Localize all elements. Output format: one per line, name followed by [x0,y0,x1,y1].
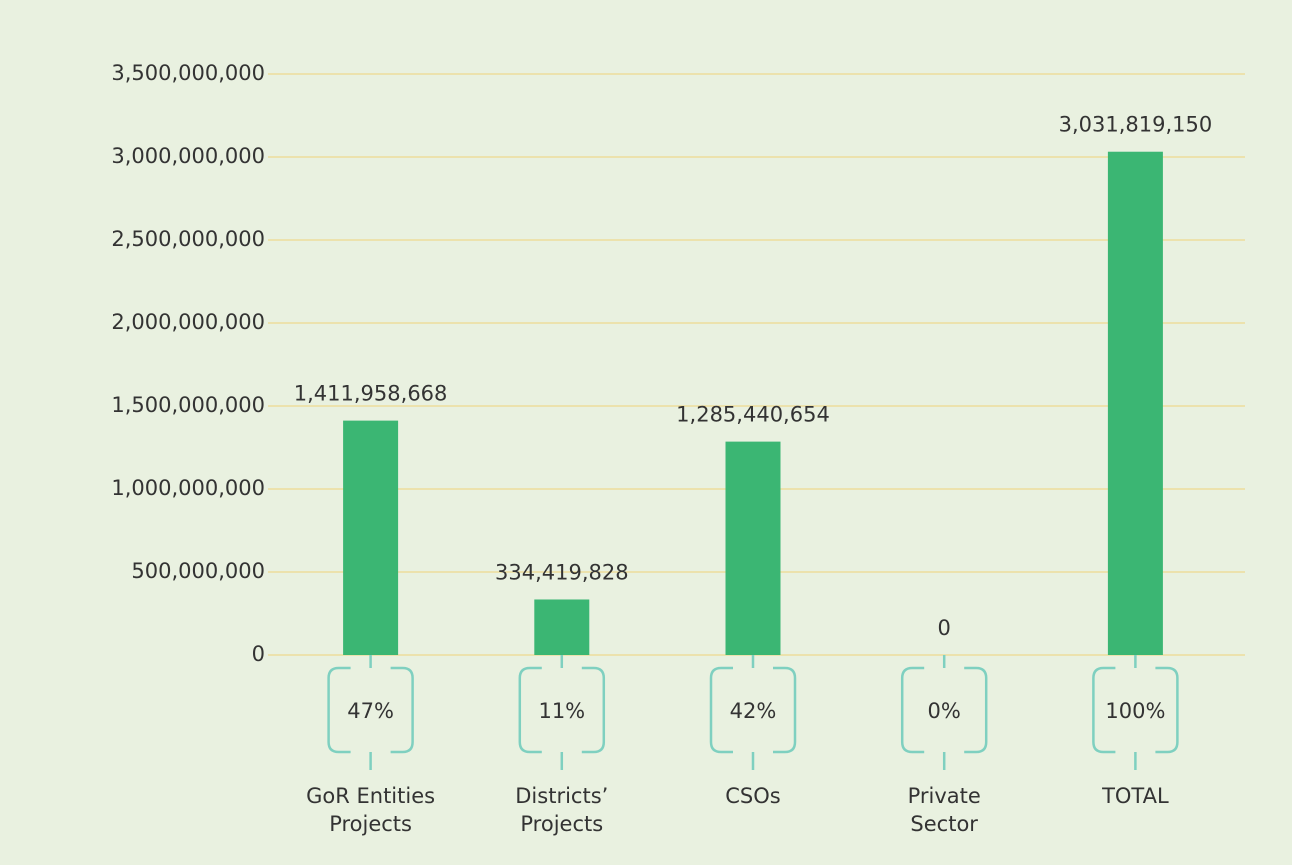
y-tick-label: 2,000,000,000 [111,310,265,334]
y-tick-label: 3,000,000,000 [111,144,265,168]
y-tick-label: 1,500,000,000 [111,393,265,417]
x-tick-label: Private Sector [907,784,981,836]
bracket-right [1155,666,1179,754]
bar [1107,151,1163,655]
value-label: 0 [938,616,951,640]
value-label: 1,285,440,654 [676,403,830,427]
y-tick-label: 500,000,000 [131,559,265,583]
x-tick-label: GoR Entities Projects [306,784,436,836]
value-label: 1,411,958,668 [294,382,448,406]
value-label: 334,419,828 [495,560,629,584]
bar [343,420,399,655]
y-tick-label: 3,500,000,000 [111,61,265,85]
bracket-left [709,655,755,770]
y-tick-label: 1,000,000,000 [111,476,265,500]
share-label: 42% [730,699,777,723]
bracket-left [327,655,372,770]
x-tick-label: Districts’ Projects [515,784,609,836]
bar [725,441,781,655]
bar [534,599,590,655]
share-label: 0% [928,699,961,723]
y-tick-label: 2,500,000,000 [111,227,265,251]
x-tick-label: CSOs [725,784,781,808]
bracket-left [900,655,946,770]
bracket-right [581,666,606,754]
x-tick-label: TOTAL [1102,784,1169,808]
bracket-left [1092,655,1137,770]
share-label: 11% [538,699,585,723]
bracket-right [773,666,797,754]
y-tick-label: 0 [252,642,265,666]
value-label: 3,031,819,150 [1059,113,1213,137]
bracket-left [518,655,564,770]
bracket-right [390,666,414,754]
bracket-right [964,666,988,754]
share-label: 47% [347,699,394,723]
share-label: 100% [1105,699,1165,723]
